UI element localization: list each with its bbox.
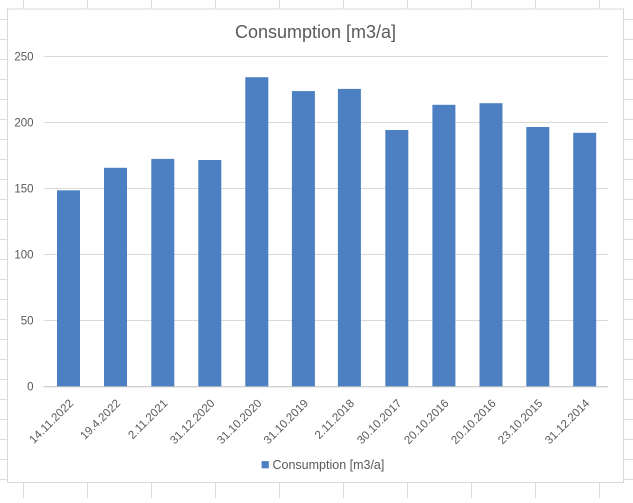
svg-text:250: 250	[14, 52, 33, 64]
svg-text:0: 0	[27, 382, 33, 394]
svg-text:50: 50	[21, 316, 34, 328]
svg-text:Consumption [m3/a]: Consumption [m3/a]	[235, 22, 396, 42]
svg-text:150: 150	[14, 184, 33, 196]
svg-text:200: 200	[14, 118, 33, 130]
svg-text:100: 100	[14, 250, 33, 262]
svg-text:Consumption [m3/a]: Consumption [m3/a]	[273, 458, 385, 472]
